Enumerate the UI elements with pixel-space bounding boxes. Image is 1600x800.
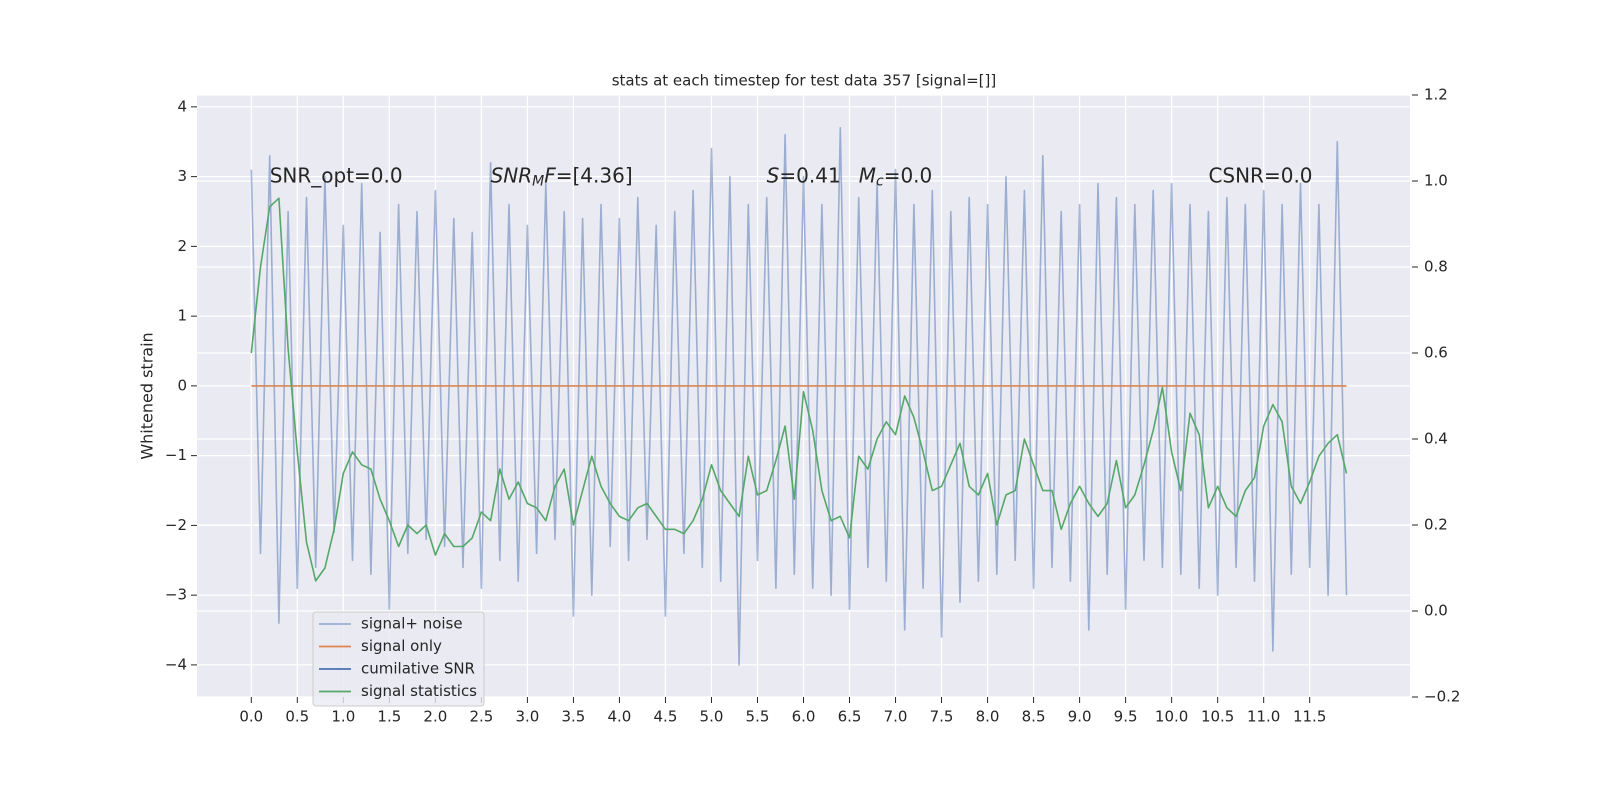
x-tick-label: 1.5 [377, 708, 401, 726]
annotation: CSNR=0.0 [1208, 163, 1312, 187]
series-line [250, 127, 1348, 666]
x-tick-label: 6.0 [792, 708, 816, 726]
annotation: Mc=0.0 [859, 163, 933, 190]
legend-label: signal only [361, 637, 442, 655]
legend: signal+ noise signal only cumilative SNR si… [312, 611, 485, 707]
y2-tick-label: 0.0 [1424, 602, 1448, 620]
legend-box [312, 611, 485, 707]
y-tick-label: −4 [165, 655, 187, 673]
y-axis-label: Whitened strain [138, 332, 157, 459]
y-tick-label: 2 [177, 237, 187, 255]
x-tick-label: 2.0 [423, 708, 447, 726]
annotation: S=0.41 [767, 163, 841, 187]
series-line [250, 197, 1348, 582]
annotation-part: =[4.36] [556, 163, 633, 187]
y-tick-label: 4 [177, 97, 187, 115]
legend-label: signal+ noise [361, 615, 463, 633]
y-tick-label: 0 [177, 376, 187, 394]
x-tick-label: 3.5 [561, 708, 585, 726]
y-tick-label: −1 [165, 446, 187, 464]
x-tick-label: 7.5 [930, 708, 954, 726]
x-tick-label: 8.0 [976, 708, 1000, 726]
x-tick-label: 9.5 [1114, 708, 1138, 726]
x-tick-label: 5.5 [746, 708, 770, 726]
y2-tick-label: 1.2 [1424, 86, 1448, 104]
x-tick-label: 5.0 [700, 708, 724, 726]
annotation-part: =0.41 [779, 163, 840, 187]
legend-label: signal statistics [361, 682, 477, 700]
x-tick-label: 11.5 [1293, 708, 1326, 726]
y2-tick-label: 0.2 [1424, 516, 1448, 534]
annotation-part: CSNR=0.0 [1208, 163, 1312, 187]
annotation-part: =0.0 [884, 163, 933, 187]
x-tick-label: 10.0 [1155, 708, 1188, 726]
y-tick-label: 1 [177, 307, 187, 325]
annotation-part: M [859, 163, 876, 187]
x-tick-label: 7.0 [884, 708, 908, 726]
annotation-part: SNR_opt=0.0 [270, 163, 403, 187]
annotation-part: F [544, 163, 556, 187]
x-tick-label: 11.0 [1247, 708, 1280, 726]
y-tick-label: −3 [165, 586, 187, 604]
annotation-part: c [876, 174, 884, 190]
x-tick-label: 4.0 [608, 708, 632, 726]
annotation: SNRMF=[4.36] [491, 163, 633, 190]
x-tick-label: 0.5 [285, 708, 309, 726]
x-tick-label: 3.0 [515, 708, 539, 726]
y2-tick-label: 0.4 [1424, 430, 1448, 448]
y2-tick-label: 0.6 [1424, 344, 1448, 362]
x-tick-label: 4.5 [654, 708, 678, 726]
y2-tick-label: 1.0 [1424, 172, 1448, 190]
annotation-part: M [532, 174, 544, 190]
y2-tick-label: 0.8 [1424, 258, 1448, 276]
y2-tick-label: −0.2 [1424, 688, 1460, 706]
x-tick-label: 8.5 [1022, 708, 1046, 726]
annotation: SNR_opt=0.0 [270, 163, 403, 187]
x-tick-label: 0.0 [239, 708, 263, 726]
legend-label: cumilative SNR [361, 660, 475, 678]
x-tick-label: 2.5 [469, 708, 493, 726]
y-tick-label: 3 [177, 167, 187, 185]
annotation-part: S [767, 163, 780, 187]
x-tick-label: 9.0 [1068, 708, 1092, 726]
x-tick-label: 1.0 [331, 708, 355, 726]
chart-title: stats at each timestep for test data 357… [612, 72, 997, 90]
y-tick-label: −2 [165, 516, 187, 534]
annotation-part: SNR [491, 163, 533, 187]
x-tick-label: 10.5 [1201, 708, 1234, 726]
x-tick-label: 6.5 [838, 708, 862, 726]
